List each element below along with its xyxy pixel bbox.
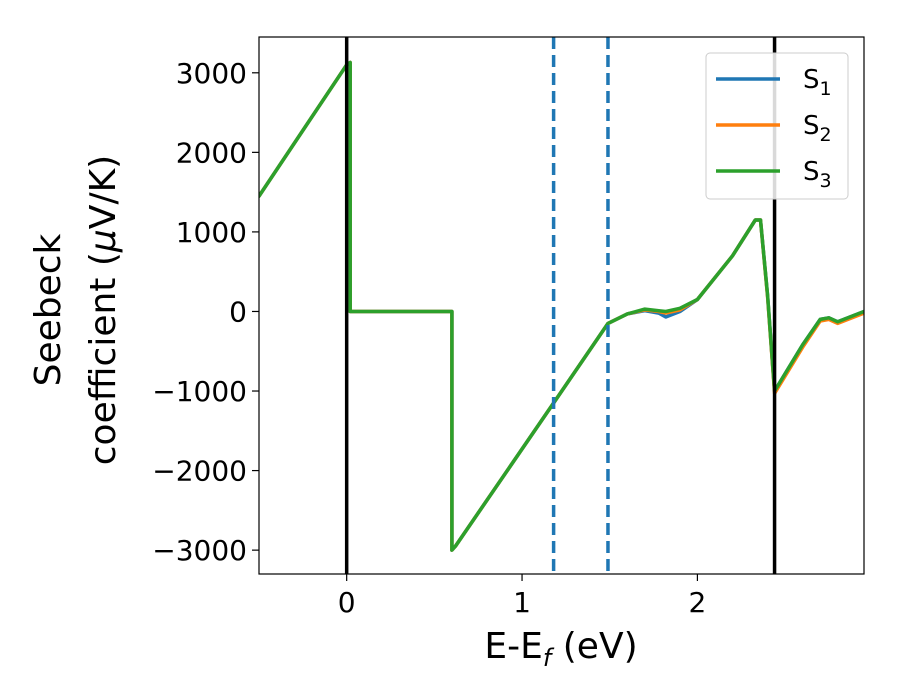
plot-frame [258,36,865,575]
plot-lines [259,60,864,552]
legend: S1 S2 S3 [705,52,849,200]
legend-entries: S1 S2 S3 [716,65,832,192]
x-tick-label: 2 [688,586,706,619]
x-axis-title: E-Ef (eV) [484,626,637,672]
y-tick-label: −1000 [152,375,247,408]
y-tick-label: 1000 [176,216,247,249]
legend-label-2: S2 [803,111,832,146]
series-line-3 [259,60,864,552]
y-tick-label: 0 [229,295,247,328]
y-axis-title-mu: μ [83,229,124,253]
y-tick-label: 2000 [176,136,247,169]
x-tick-label: 0 [338,586,356,619]
y-tick-label: −3000 [152,534,247,567]
y-tick-label: −2000 [152,455,247,488]
y-axis-title-unit: V/K) [83,155,124,229]
x-ticks: 0 1 2 [338,574,706,619]
y-axis-title-line2: coefficient (μV/K) [83,155,124,465]
y-ticks: −3000 −2000 −1000 0 1000 2000 3000 [152,57,259,567]
legend-label-3: S3 [803,157,832,192]
y-tick-label: 3000 [176,57,247,90]
x-tick-label: 1 [513,586,531,619]
y-axis-title-line1: Seebeck [28,233,69,386]
legend-label-1: S1 [803,65,832,100]
x-axis-title-unit: (eV) [551,626,637,667]
y-axis-title: Seebeck coefficient (μV/K) [28,155,124,465]
